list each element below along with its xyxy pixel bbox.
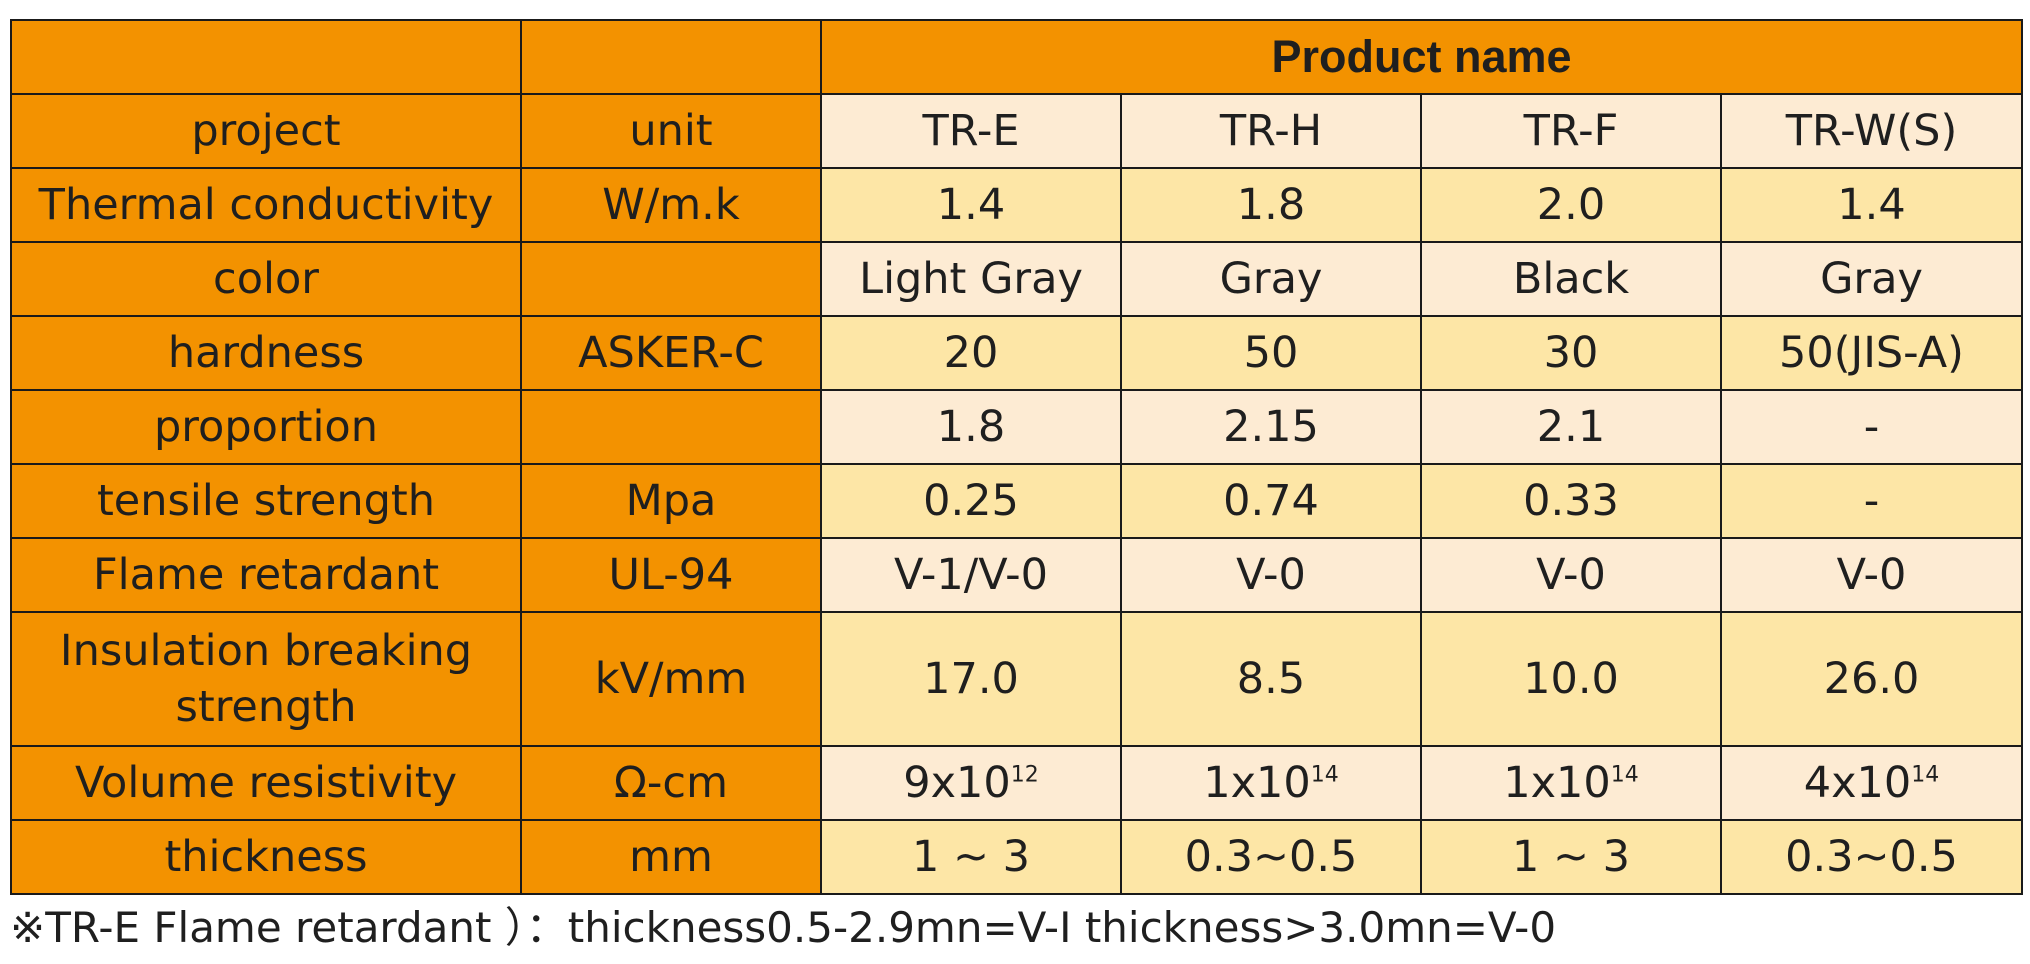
row-unit: ASKER-C <box>520 315 822 391</box>
table-cell: 0.3~0.5 <box>1720 819 2023 895</box>
table-cell: 0.3~0.5 <box>1120 819 1422 895</box>
table-row: proportion 1.8 2.15 2.1 - <box>10 389 2023 465</box>
table-cell: 20 <box>820 315 1122 391</box>
table-cell: 4x1014 <box>1720 745 2023 821</box>
row-unit: UL-94 <box>520 537 822 613</box>
table-cell: - <box>1720 389 2023 465</box>
row-label: proportion <box>10 389 522 465</box>
table-cell: V-0 <box>1420 537 1722 613</box>
table-cell: 8.5 <box>1120 611 1422 747</box>
table-cell: V-0 <box>1720 537 2023 613</box>
table-cell: Gray <box>1720 241 2023 317</box>
row-label: thickness <box>10 819 522 895</box>
table-cell: 0.25 <box>820 463 1122 539</box>
row-label: Flame retardant <box>10 537 522 613</box>
header-blank-project <box>10 19 522 95</box>
header-row: project unit TR-E TR-H TR-F TR-W(S) <box>10 93 2023 169</box>
product-header-tr-h: TR-H <box>1120 93 1422 169</box>
unit-header: unit <box>520 93 822 169</box>
table-cell: 1.8 <box>820 389 1122 465</box>
value-base: 1x10 <box>1503 758 1611 808</box>
table-cell: 1.4 <box>1720 167 2023 243</box>
value-exponent: 14 <box>1911 762 1940 788</box>
row-label: Insulation breaking strength <box>10 611 522 747</box>
row-label: Thermal conductivity <box>10 167 522 243</box>
table-cell: 1.4 <box>820 167 1122 243</box>
table-cell: 10.0 <box>1420 611 1722 747</box>
table-row: Flame retardant UL-94 V-1/V-0 V-0 V-0 V-… <box>10 537 2023 613</box>
row-unit <box>520 241 822 317</box>
row-unit <box>520 389 822 465</box>
table-cell: Black <box>1420 241 1722 317</box>
table-cell: 50 <box>1120 315 1422 391</box>
value-base: 1x10 <box>1203 758 1311 808</box>
row-label: color <box>10 241 522 317</box>
table-cell: V-1/V-0 <box>820 537 1122 613</box>
product-header-tr-ws: TR-W(S) <box>1720 93 2023 169</box>
value-base: 9x10 <box>903 758 1011 808</box>
table-row: thickness mm 1 ~ 3 0.3~0.5 1 ~ 3 0.3~0.5 <box>10 819 2023 895</box>
table-cell: 0.33 <box>1420 463 1722 539</box>
table-cell: 0.74 <box>1120 463 1422 539</box>
table-row: color Light Gray Gray Black Gray <box>10 241 2023 317</box>
table-cell: V-0 <box>1120 537 1422 613</box>
row-label: tensile strength <box>10 463 522 539</box>
value-exponent: 14 <box>1610 762 1639 788</box>
table-cell: 30 <box>1420 315 1722 391</box>
row-unit: mm <box>520 819 822 895</box>
row-label: hardness <box>10 315 522 391</box>
value-exponent: 14 <box>1310 762 1339 788</box>
header-blank-unit <box>520 19 822 95</box>
table-row: hardness ASKER-C 20 50 30 50(JIS-A) <box>10 315 2023 391</box>
table-cell: 26.0 <box>1720 611 2023 747</box>
table-row: Thermal conductivity W/m.k 1.4 1.8 2.0 1… <box>10 167 2023 243</box>
row-unit: W/m.k <box>520 167 822 243</box>
row-unit: Ω-cm <box>520 745 822 821</box>
table-row: Insulation breaking strength kV/mm 17.0 … <box>10 611 2023 747</box>
footnote: ※TR-E Flame retardant ）：thickness0.5-2.9… <box>10 903 1557 952</box>
table-row: Volume resistivity Ω-cm 9x1012 1x1014 1x… <box>10 745 2023 821</box>
table-cell: - <box>1720 463 2023 539</box>
product-header-tr-e: TR-E <box>820 93 1122 169</box>
table-cell: 50(JIS-A) <box>1720 315 2023 391</box>
table-cell: 1 ~ 3 <box>820 819 1122 895</box>
table-cell: 1 ~ 3 <box>1420 819 1722 895</box>
table-cell: 17.0 <box>820 611 1122 747</box>
table-cell: 2.1 <box>1420 389 1722 465</box>
value-exponent: 12 <box>1010 762 1039 788</box>
row-unit: kV/mm <box>520 611 822 747</box>
table-cell: 1.8 <box>1120 167 1422 243</box>
row-unit: Mpa <box>520 463 822 539</box>
table-cell: Gray <box>1120 241 1422 317</box>
table-cell: 1x1014 <box>1420 745 1722 821</box>
table-cell: 9x1012 <box>820 745 1122 821</box>
value-base: 4x10 <box>1803 758 1912 808</box>
product-header-tr-f: TR-F <box>1420 93 1722 169</box>
table-cell: 2.15 <box>1120 389 1422 465</box>
spec-table: Product name project unit TR-E TR-H TR-F… <box>10 19 2023 895</box>
table-cell: 2.0 <box>1420 167 1722 243</box>
project-header: project <box>10 93 522 169</box>
table-cell: Light Gray <box>820 241 1122 317</box>
product-name-header: Product name <box>820 19 2023 95</box>
header-row-top: Product name <box>10 19 2023 95</box>
table-row: tensile strength Mpa 0.25 0.74 0.33 - <box>10 463 2023 539</box>
row-label: Volume resistivity <box>10 745 522 821</box>
table-cell: 1x1014 <box>1120 745 1422 821</box>
